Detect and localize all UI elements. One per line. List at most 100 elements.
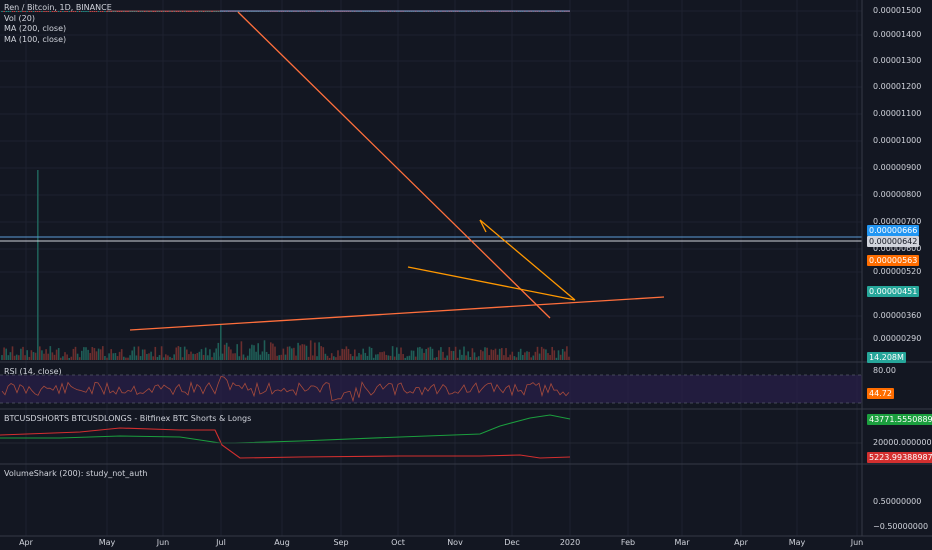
volume-bar xyxy=(60,357,62,360)
volume-bar xyxy=(473,352,476,360)
volume-bar xyxy=(366,355,369,360)
volume-bar xyxy=(524,352,526,360)
volume-bar xyxy=(303,344,306,360)
volume-bar xyxy=(120,349,123,360)
volume-bar xyxy=(259,354,262,360)
volume-bar xyxy=(480,349,482,360)
volume-bar xyxy=(498,348,501,360)
volume-bar xyxy=(150,351,152,360)
volume-bar xyxy=(118,351,121,360)
candle-body xyxy=(60,11,62,12)
volume-bar xyxy=(95,351,98,360)
candle-body xyxy=(66,11,68,12)
volume-bar xyxy=(362,348,364,360)
volume-bar xyxy=(517,351,520,360)
volume-bar xyxy=(320,346,322,360)
legend-vol: Vol (20) xyxy=(4,13,35,23)
price-axis-label: 0.00000900 xyxy=(873,163,922,172)
volume-bar xyxy=(152,356,154,360)
trend-line-down xyxy=(237,11,551,319)
candle-body xyxy=(87,11,89,12)
volume-bar xyxy=(32,352,35,360)
volume-bar xyxy=(83,347,85,360)
volume-bar xyxy=(148,353,150,360)
trend-lines xyxy=(129,11,665,331)
volume-bar xyxy=(503,355,505,360)
shorts-tag: 5223.99388987 xyxy=(867,452,932,463)
volume-bar xyxy=(324,353,327,360)
volume-bar xyxy=(240,341,243,360)
price-axis-label: 0.00001000 xyxy=(873,136,922,145)
volume-bar xyxy=(345,346,348,360)
volume-bar xyxy=(396,347,398,360)
volume-bar xyxy=(538,353,541,360)
volume-bar xyxy=(456,357,459,360)
volume-bar xyxy=(217,342,220,360)
volume-bar xyxy=(444,357,446,360)
volume-bar xyxy=(425,348,427,360)
volume-bar xyxy=(448,347,451,360)
volume-bar xyxy=(70,356,73,360)
volume-bar xyxy=(530,357,532,360)
volume-bar xyxy=(236,344,238,360)
grid-lines xyxy=(0,0,862,536)
volume-bar xyxy=(200,349,203,360)
volume-bar xyxy=(557,350,560,360)
volume-bar xyxy=(375,354,377,360)
volume-bar xyxy=(97,348,100,360)
volume-bar xyxy=(265,351,268,360)
wedge-upper xyxy=(479,219,576,301)
candle-body xyxy=(85,11,87,12)
volume-bar xyxy=(257,343,259,360)
volume-bar xyxy=(463,346,465,360)
candle-body xyxy=(45,11,47,12)
volume-bar xyxy=(295,355,297,360)
volume-bar xyxy=(173,354,175,360)
volume-bar xyxy=(446,355,448,360)
volume-bar xyxy=(379,352,381,360)
volume-bar xyxy=(183,346,186,360)
volume-bar xyxy=(347,348,350,360)
volume-bar xyxy=(280,354,283,360)
volume-bar xyxy=(156,356,159,360)
volume-bar xyxy=(286,346,289,360)
volume-bar xyxy=(442,351,444,360)
candle-body xyxy=(1,11,3,12)
volume-bar xyxy=(288,346,291,360)
volume-bar xyxy=(543,348,545,360)
volume-bar xyxy=(165,354,167,360)
volume-bar xyxy=(360,354,362,360)
volume-bar xyxy=(64,352,66,360)
volume-bar xyxy=(135,355,138,360)
month-label: Aug xyxy=(274,538,290,547)
volume-bar xyxy=(225,342,228,360)
volume-tag: 14.208M xyxy=(867,352,906,363)
volume-bar xyxy=(137,346,140,360)
candle-body xyxy=(30,11,33,12)
rsi-axis-80: 80.00 xyxy=(873,366,896,375)
volume-bar xyxy=(141,349,144,360)
volume-bar xyxy=(492,350,495,360)
volume-bar xyxy=(482,351,484,360)
volume-bar xyxy=(246,355,249,360)
moving-averages xyxy=(0,10,862,242)
price-axis-label: 0.00001100 xyxy=(873,109,922,118)
volume-bar xyxy=(30,350,33,360)
month-label: 2020 xyxy=(559,538,581,547)
volume-bar xyxy=(511,351,514,360)
candle-body xyxy=(57,11,60,12)
legend-ma200: MA (200, close) xyxy=(4,24,67,33)
volume-bar xyxy=(545,349,547,360)
volume-bar xyxy=(207,355,209,360)
volume-bar xyxy=(3,347,5,360)
volume-bar xyxy=(198,351,201,360)
volume-bar xyxy=(131,350,133,360)
volume-bar xyxy=(270,342,272,360)
volume-bar xyxy=(519,348,522,360)
candle-body xyxy=(70,11,73,12)
volume-bar xyxy=(435,357,438,360)
volume-bar xyxy=(555,357,558,360)
volume-bar xyxy=(209,349,211,360)
volume-bar xyxy=(76,353,79,360)
